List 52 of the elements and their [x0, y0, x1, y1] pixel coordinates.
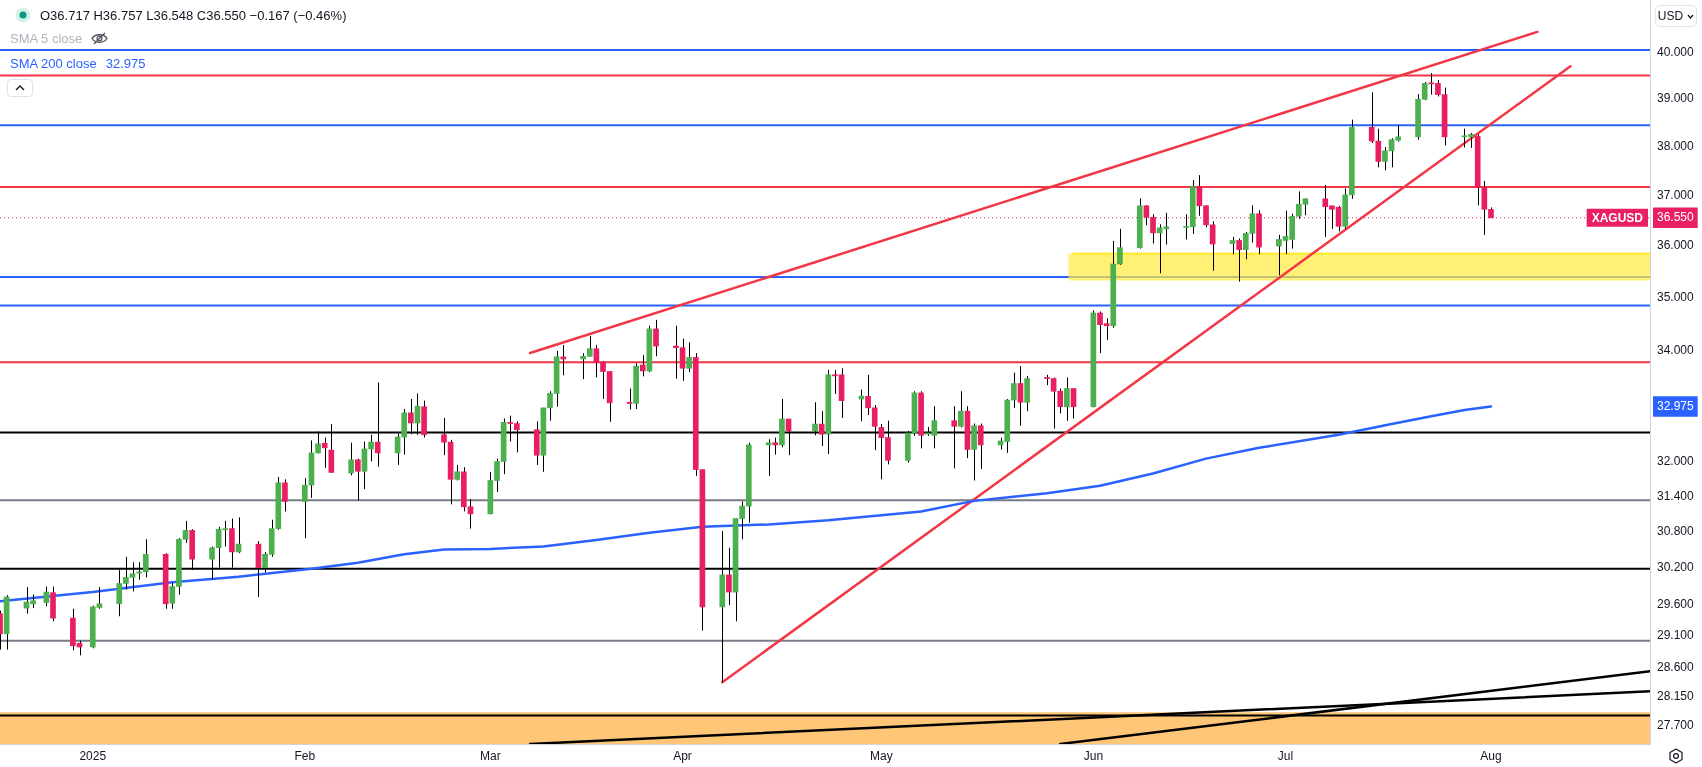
candlestick [1011, 372, 1017, 409]
candlestick [1117, 228, 1123, 266]
y-tick-label: 29.600 [1657, 596, 1695, 611]
text: 32.975 [105, 55, 146, 71]
y-tick-label: 36.550 [1657, 210, 1695, 225]
x-tick-label: Apr [673, 748, 692, 763]
candlestick [321, 437, 328, 469]
candlestick [1064, 377, 1070, 422]
x-tick-label: 2025 [79, 748, 107, 763]
candlestick [626, 387, 633, 411]
y-tick-label: 29.100 [1657, 627, 1695, 642]
candlestick [1236, 237, 1242, 283]
y-tick-label: 28.150 [1657, 688, 1695, 703]
candlestick [653, 319, 659, 357]
candlestick [1368, 91, 1375, 144]
y-tick-label: 34.000 [1657, 342, 1695, 357]
text: SMA 200 close [8, 55, 99, 71]
candlestick [765, 438, 772, 477]
x-tick-label: May [869, 748, 893, 763]
x-tick-label: Mar [480, 748, 501, 763]
candlestick [865, 374, 871, 416]
y-tick-label: 35.000 [1657, 289, 1695, 304]
candlestick [355, 458, 361, 501]
candlestick [639, 354, 646, 377]
candlestick [1375, 128, 1382, 168]
y-tick-label: 32.000 [1657, 453, 1695, 468]
y-tick-label: 40.000 [1657, 44, 1695, 59]
y-tick-label: 28.600 [1657, 659, 1695, 674]
ref-line-label: XAGUSD [1591, 210, 1644, 225]
x-tick-label: Jun [1083, 748, 1104, 763]
x-tick-label: Aug [1480, 748, 1502, 763]
y-tick-label: 30.800 [1657, 523, 1695, 538]
y-tick-label: 37.000 [1657, 187, 1695, 202]
x-tick-label: Feb [294, 748, 316, 763]
y-tick-label: 27.700 [1657, 718, 1695, 733]
candlestick [282, 478, 288, 512]
candlestick [301, 477, 308, 539]
y-tick-label: 30.200 [1657, 559, 1695, 574]
y-axis-title: USD [1657, 9, 1684, 23]
annotation: SMA 5 close [10, 30, 83, 46]
annotation: O36.717 H36.757 L36.548 C36.550 −0.167 (−0.46%) [40, 7, 347, 23]
candlestick [1017, 365, 1024, 427]
y-tick-label: 38.000 [1657, 138, 1695, 153]
x-tick-label: Jul [1277, 748, 1294, 763]
y-tick-label: 36.000 [1657, 237, 1695, 252]
candlestick [686, 341, 692, 373]
candlestick [348, 442, 355, 476]
y-tick-label: 39.000 [1657, 91, 1695, 106]
y-tick-label: 31.400 [1657, 488, 1695, 503]
y-tick-label: 32.975 [1657, 398, 1695, 413]
candlestick [958, 390, 964, 428]
dropdown-button: USD [1655, 5, 1697, 27]
